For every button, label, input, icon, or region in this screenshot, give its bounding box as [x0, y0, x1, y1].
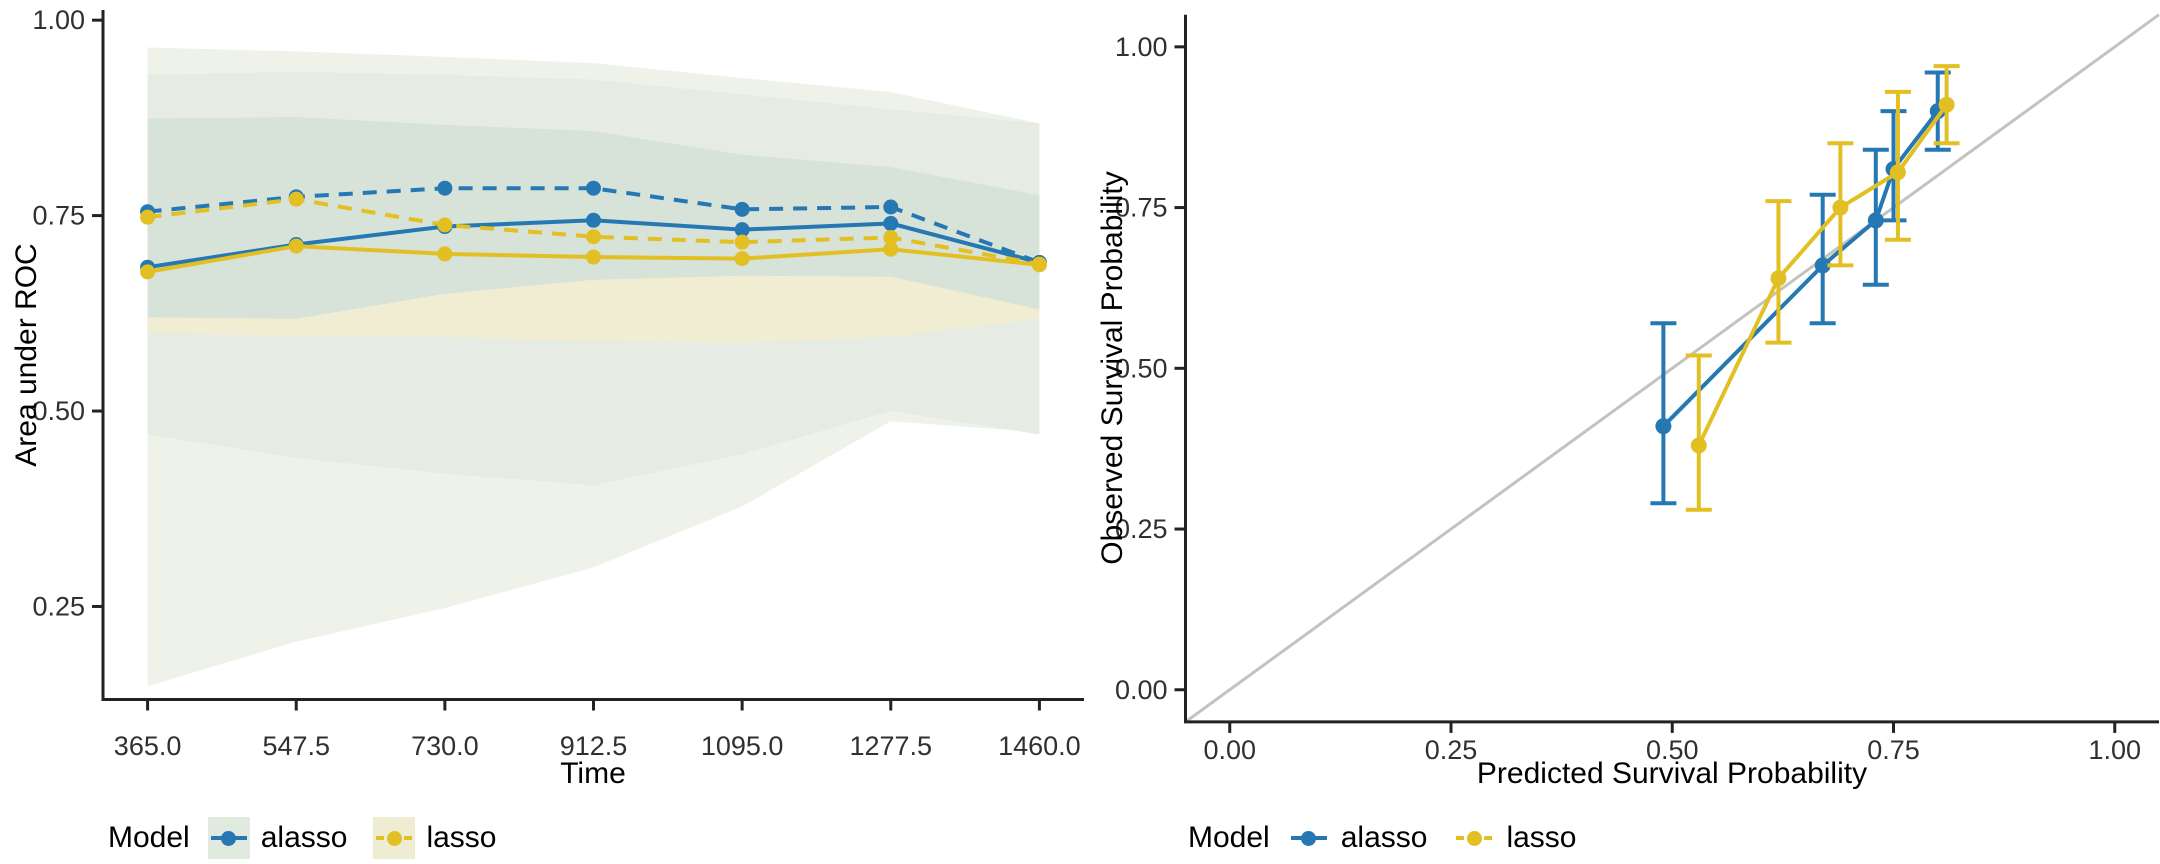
axis-lines [101, 10, 1084, 701]
auc-point-lasso-solid [140, 264, 156, 280]
auc-x-axis-title: Time [560, 757, 626, 790]
calibration-point-alasso [1867, 212, 1884, 229]
legend-label-alasso: alasso [260, 821, 348, 854]
x-tick-label: 547.5 [262, 731, 330, 761]
calibration-point-lasso [1690, 437, 1707, 454]
x-tick-label: 1460.0 [998, 731, 1081, 761]
auc-point-lasso-dashed [734, 234, 750, 250]
calibration-point-alasso [1655, 418, 1672, 435]
auc-point-lasso-dashed [437, 217, 453, 233]
legend-key-alasso [207, 817, 250, 859]
x-tick-label: 0.50 [1646, 735, 1699, 765]
auc-point-alasso-dashed [586, 180, 601, 196]
auc-point-lasso-solid [734, 251, 750, 267]
auc-point-lasso-dashed [586, 229, 601, 245]
y-tick-label: 0.25 [32, 591, 85, 621]
x-tick-label: 730.0 [411, 731, 479, 761]
auc-point-lasso-solid [586, 249, 601, 265]
y-tick-label: 0.25 [1115, 514, 1168, 544]
auc-point-lasso-dashed [883, 229, 899, 245]
calibration-point-lasso [1938, 96, 1955, 113]
y-tick-label: 0.00 [1115, 675, 1168, 705]
auc-point-alasso-dashed [437, 180, 453, 196]
calibration-y-axis-title: Observed Survival Probability [1096, 171, 1129, 565]
legend-key-lasso [1453, 817, 1495, 859]
calibration-legend: Model alasso lasso [1188, 813, 1602, 863]
auc-point-alasso-solid [586, 212, 601, 228]
x-tick-label: 365.0 [114, 731, 182, 761]
identity-reference-line [1184, 13, 2160, 724]
x-tick-label: 912.5 [560, 731, 628, 761]
y-tick-label: 1.00 [1115, 32, 1168, 62]
x-tick-label: 1.00 [2088, 735, 2141, 765]
y-tick-label: 0.50 [1115, 353, 1168, 383]
legend-label-alasso: alasso [1340, 821, 1428, 854]
x-tick-label: 1277.5 [849, 731, 932, 761]
auc-point-lasso-dashed [288, 191, 304, 207]
auc-legend: Model alasso lasso [108, 813, 522, 863]
auc-point-lasso-dashed [1031, 256, 1047, 272]
auc-point-lasso-solid [883, 241, 899, 257]
calibration-x-axis-title: Predicted Survival Probability [1476, 757, 1868, 790]
x-tick-label: 1095.0 [701, 731, 784, 761]
axis-lines [1184, 14, 2159, 724]
y-tick-label: 0.50 [32, 396, 85, 426]
calibration-point-lasso [1770, 270, 1787, 287]
auc-chart: 365.0 547.5 730.0 912.5 1095.0 1277.5 1460.0 0.… [32, 5, 1084, 761]
auc-point-alasso-solid [734, 222, 750, 238]
calibration-point-lasso [1889, 164, 1906, 181]
y-tick-label: 1.00 [32, 5, 85, 35]
auc-y-axis-title: Area under ROC [10, 243, 43, 467]
y-tick-label: 0.75 [1115, 193, 1168, 223]
calibration-point-lasso [1832, 199, 1849, 216]
x-tick-label: 0.75 [1867, 735, 1920, 765]
legend-label-lasso: lasso [426, 821, 497, 854]
calibration-point-alasso [1814, 257, 1831, 274]
legend-label-lasso: lasso [1506, 821, 1577, 854]
y-tick-label: 0.75 [32, 201, 85, 231]
x-tick-label: 0.25 [1425, 735, 1478, 765]
legend-title: Model [1188, 821, 1270, 854]
calibration-chart: 0.00 0.25 0.50 0.75 1.00 0.00 0.25 0.50 0.75 1.00 [1115, 13, 2160, 765]
auc-point-alasso-dashed [883, 199, 899, 215]
auc-point-alasso-dashed [734, 201, 750, 217]
x-tick-label: 0.00 [1203, 735, 1256, 765]
legend-key-alasso [1288, 817, 1330, 859]
auc-point-alasso-solid [883, 215, 899, 231]
legend-title: Model [108, 821, 190, 854]
auc-point-lasso-solid [288, 238, 304, 254]
legend-key-lasso [373, 817, 416, 859]
auc-point-lasso-solid [437, 246, 453, 262]
auc-point-lasso-dashed [140, 209, 156, 225]
